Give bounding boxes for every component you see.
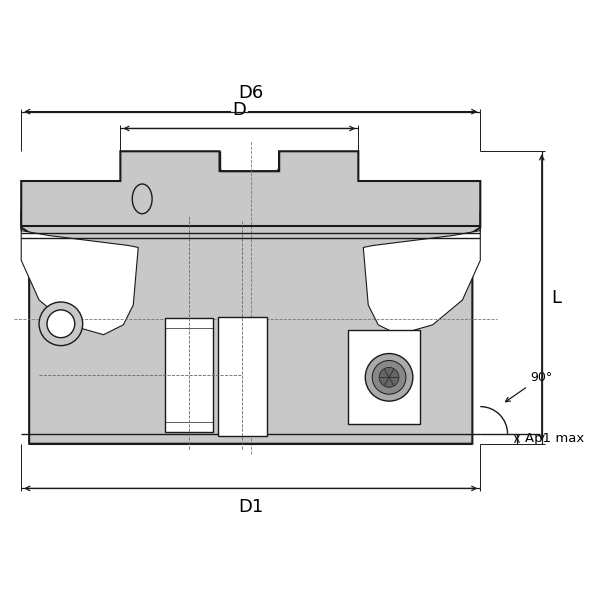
Text: D1: D1 [238,499,263,517]
Polygon shape [21,151,480,444]
Text: 90°: 90° [530,371,552,384]
Text: Ap1 max: Ap1 max [525,433,584,445]
Circle shape [39,302,83,346]
Circle shape [365,353,413,401]
Bar [218,317,267,436]
Bar [165,318,212,432]
Text: D: D [232,101,246,119]
Circle shape [372,361,406,394]
Ellipse shape [132,184,152,214]
Circle shape [379,367,399,387]
Circle shape [47,310,75,338]
Text: D6: D6 [238,83,263,101]
Polygon shape [21,211,138,335]
Polygon shape [363,211,480,335]
Text: L: L [551,289,562,307]
Bar [349,330,420,424]
